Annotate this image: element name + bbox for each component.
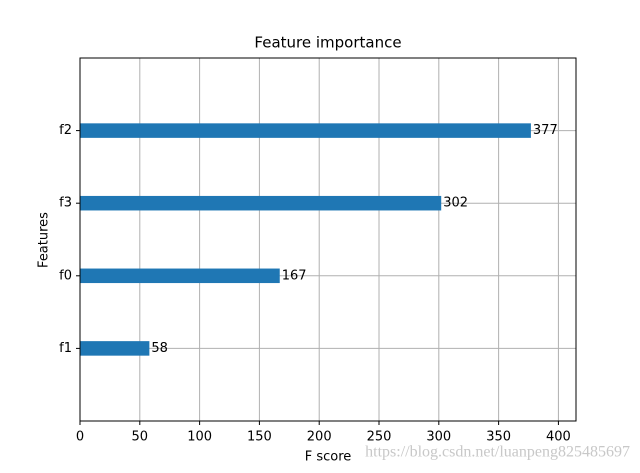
x-tick-label: 100 (187, 430, 212, 445)
x-tick-label: 0 (76, 430, 84, 445)
y-tick-label: f1 (59, 341, 72, 356)
y-tick-label: f2 (59, 123, 72, 138)
x-tick-label: 250 (367, 430, 392, 445)
x-tick-label: 300 (426, 430, 451, 445)
x-tick-label: 150 (247, 430, 272, 445)
watermark: https://blog.csdn.net/luanpeng825485697 (365, 444, 630, 461)
value-label: 302 (443, 196, 468, 211)
plot-area (80, 58, 576, 421)
chart-title: Feature importance (254, 34, 401, 52)
y-axis-label: Features (37, 212, 52, 268)
value-label: 377 (533, 123, 558, 138)
value-label: 58 (151, 341, 168, 356)
x-axis-label: F score (305, 450, 352, 465)
bar (80, 195, 442, 211)
x-tick-label: 200 (307, 430, 332, 445)
y-tick-label: f3 (59, 196, 72, 211)
x-tick-label: 350 (486, 430, 511, 445)
x-tick-label: 400 (546, 430, 571, 445)
bar (80, 341, 150, 356)
axes-frame (79, 57, 577, 422)
x-tick-label: 50 (132, 430, 149, 445)
y-tick-label: f0 (59, 268, 72, 283)
bar (80, 123, 531, 138)
bar (80, 268, 280, 284)
value-label: 167 (282, 268, 307, 283)
